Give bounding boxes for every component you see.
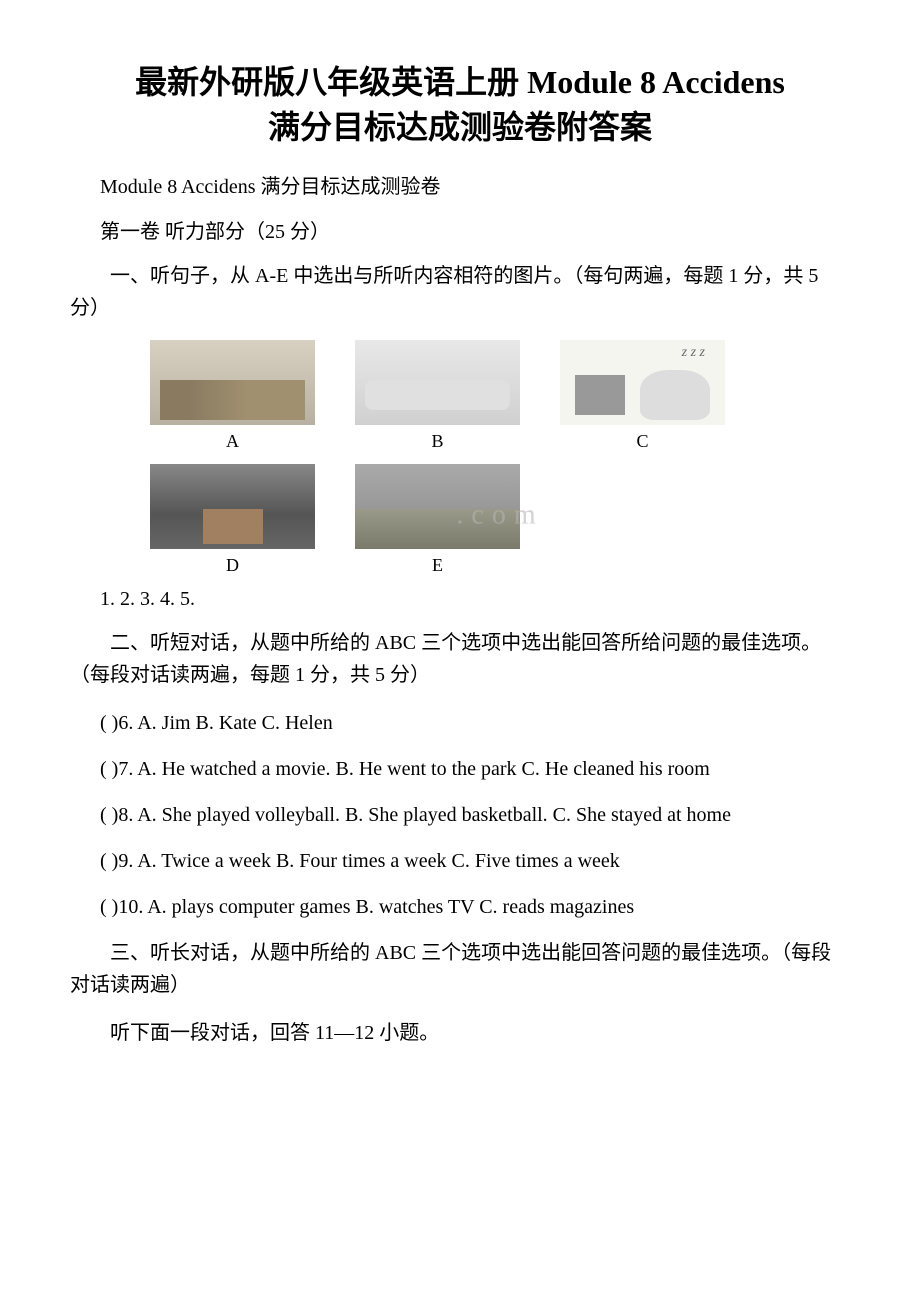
label-d: D: [150, 555, 315, 576]
image-box-a: [150, 340, 315, 425]
image-box-c: [560, 340, 725, 425]
title-line-1: 最新外研版八年级英语上册 Module 8 Accidens: [135, 64, 785, 100]
image-e: [355, 464, 520, 549]
image-c: [560, 340, 725, 425]
label-row-2: D E: [150, 555, 850, 576]
section3-instruction: 三、听长对话，从题中所给的 ABC 三个选项中选出能回答问题的最佳选项。（每段对…: [70, 937, 850, 1001]
question-9: ( )9. A. Twice a week B. Four times a we…: [100, 845, 850, 877]
image-box-b: [355, 340, 520, 425]
part1-header: 第一卷 听力部分（25 分）: [100, 215, 850, 244]
image-d: [150, 464, 315, 549]
image-section: A B C .com D E: [70, 340, 850, 576]
title-line-2: 满分目标达成测验卷附答案: [268, 109, 652, 145]
question-8: ( )8. A. She played volleyball. B. She p…: [70, 799, 850, 831]
section1-instruction: 一、听句子，从 A-E 中选出与所听内容相符的图片。（每句两遍，每题 1 分，共…: [70, 260, 850, 324]
answer-blanks: 1. 2. 3. 4. 5.: [100, 588, 850, 611]
question-10: ( )10. A. plays computer games B. watche…: [100, 891, 850, 923]
question-7: ( )7. A. He watched a movie. B. He went …: [70, 753, 850, 785]
image-box-e: [355, 464, 520, 549]
image-row-2: .com: [150, 464, 850, 549]
document-title: 最新外研版八年级英语上册 Module 8 Accidens 满分目标达成测验卷…: [70, 60, 850, 150]
image-b: [355, 340, 520, 425]
image-a: [150, 340, 315, 425]
label-row-1: A B C: [150, 431, 850, 452]
label-e: E: [355, 555, 520, 576]
image-row-1: [150, 340, 850, 425]
label-c: C: [560, 431, 725, 452]
label-b: B: [355, 431, 520, 452]
subtitle: Module 8 Accidens 满分目标达成测验卷: [100, 170, 850, 199]
section3-sub-instruction: 听下面一段对话，回答 11—12 小题。: [70, 1017, 850, 1049]
label-a: A: [150, 431, 315, 452]
image-box-d: [150, 464, 315, 549]
section2-instruction: 二、听短对话，从题中所给的 ABC 三个选项中选出能回答所给问题的最佳选项。（每…: [70, 627, 850, 691]
question-6: ( )6. A. Jim B. Kate C. Helen: [100, 707, 850, 739]
